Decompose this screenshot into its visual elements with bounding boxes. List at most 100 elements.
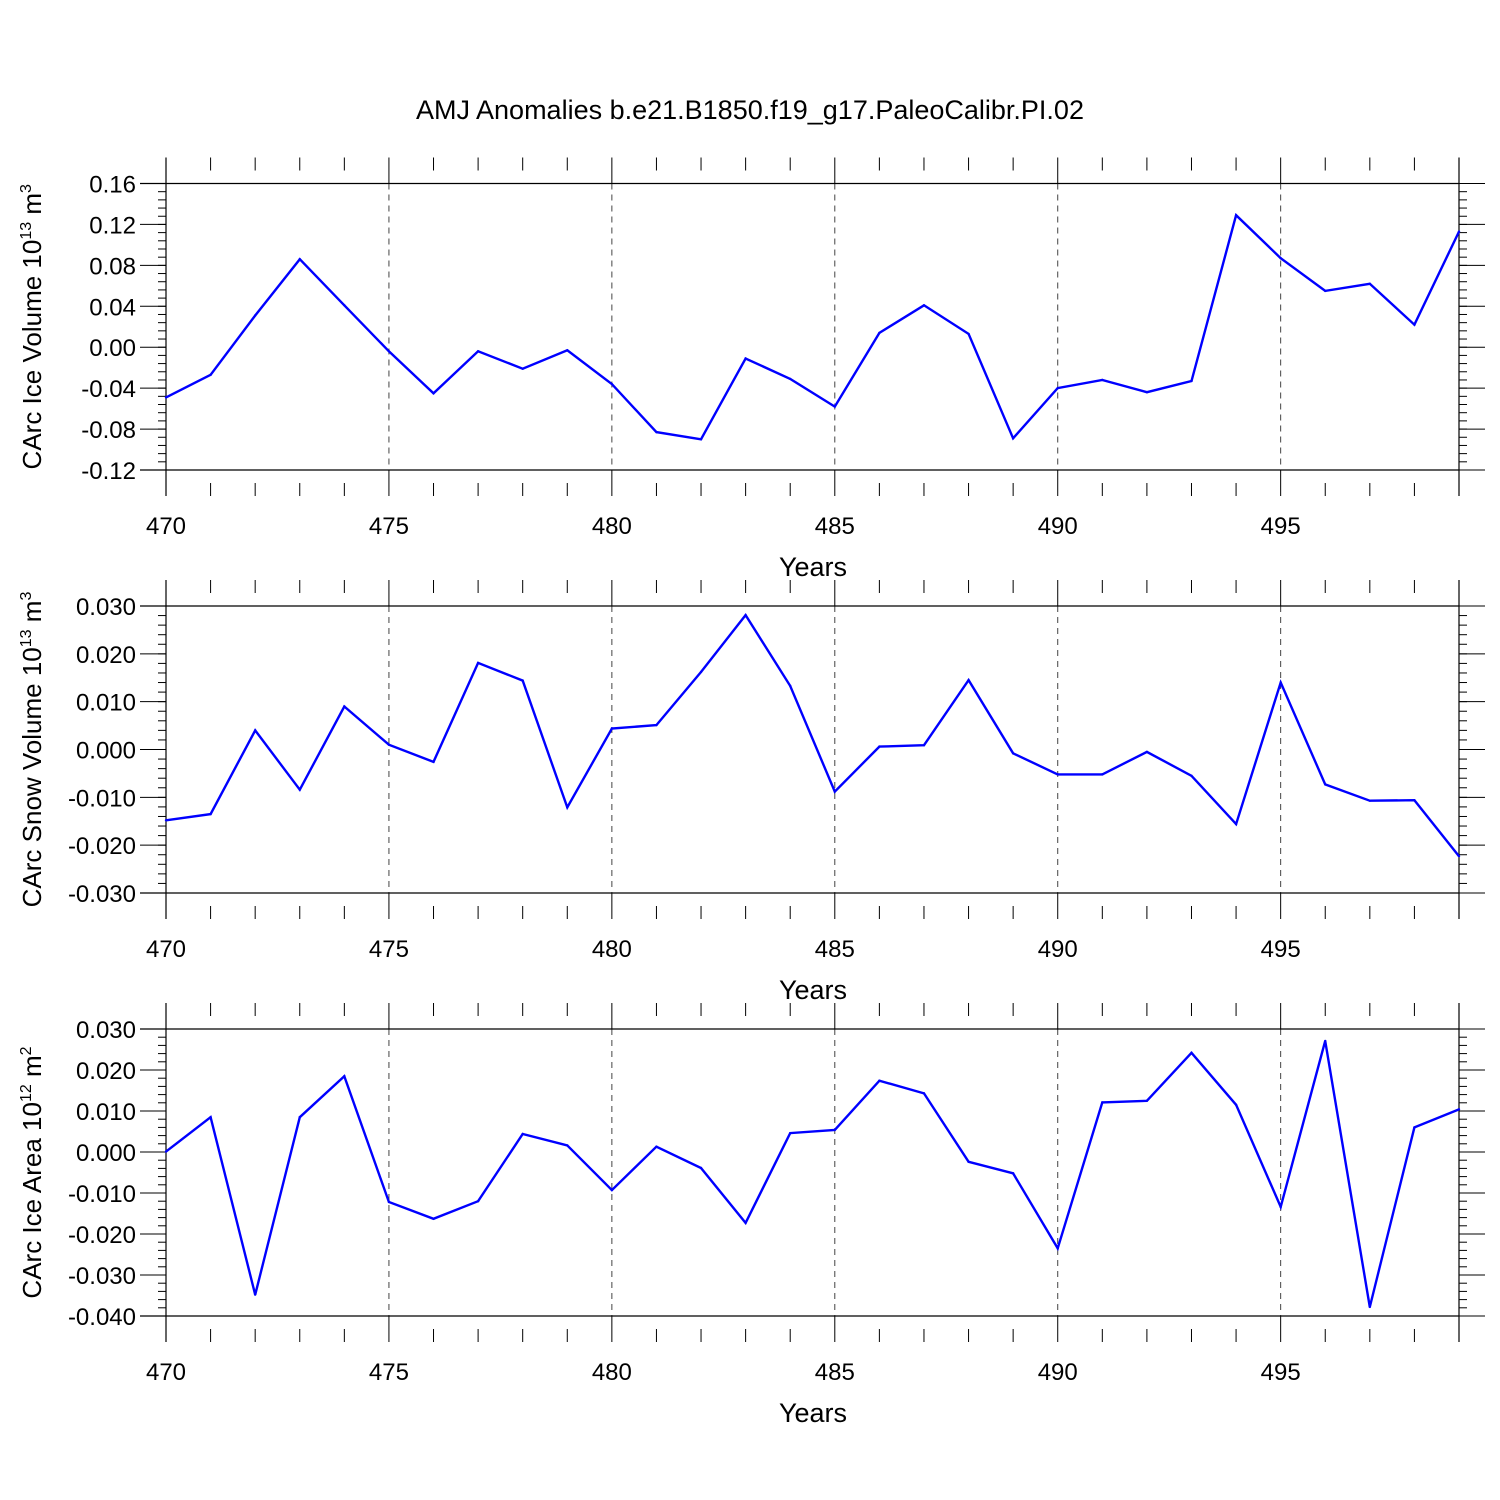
data-point — [744, 357, 747, 360]
x-tick-label: 475 — [369, 936, 409, 963]
x-tick-label: 490 — [1038, 936, 1078, 963]
x-tick-label: 490 — [1038, 1359, 1078, 1386]
data-point — [1011, 752, 1015, 755]
data-point — [744, 613, 747, 617]
data-point — [1413, 799, 1416, 802]
data-point — [343, 304, 346, 307]
data-point — [967, 678, 970, 682]
y-tick-label: 0.000 — [76, 1140, 136, 1167]
data-point — [476, 350, 480, 353]
data-point — [699, 1166, 703, 1170]
data-point — [253, 1293, 257, 1296]
data-point — [1101, 1101, 1104, 1104]
data-point — [1145, 750, 1149, 754]
data-point — [833, 1128, 836, 1132]
data-point — [1056, 1247, 1059, 1250]
data-point — [922, 743, 926, 747]
data-point — [922, 304, 926, 307]
x-tick-label: 490 — [1038, 513, 1078, 540]
data-point — [878, 745, 881, 748]
data-point — [1101, 378, 1104, 382]
data-point — [1324, 289, 1327, 293]
data-point — [521, 1132, 524, 1136]
x-tick-label: 485 — [815, 936, 855, 963]
x-tick-label: 485 — [815, 513, 855, 540]
data-point — [1413, 323, 1416, 326]
y-tick-label: 0.12 — [89, 212, 136, 239]
data-point — [1101, 773, 1104, 776]
y-tick-label: 0.000 — [76, 738, 136, 765]
data-point — [432, 1217, 435, 1221]
data-point — [610, 727, 614, 730]
x-tick-label: 470 — [146, 513, 186, 540]
x-tick-label: 475 — [369, 513, 409, 540]
data-point — [164, 396, 168, 399]
data-point — [1234, 822, 1238, 826]
x-axis-label: Years — [779, 975, 847, 1005]
y-tick-label: 0.16 — [89, 172, 136, 199]
data-point — [1234, 1103, 1238, 1107]
data-point — [1279, 681, 1282, 684]
data-point — [610, 382, 614, 386]
data-point — [1056, 773, 1059, 776]
data-point — [566, 806, 569, 809]
series-line — [165, 1040, 1460, 1308]
data-point — [1368, 1305, 1372, 1309]
y-axis-label-part: m — [17, 1055, 47, 1084]
y-axis-label-superscript: 2 — [18, 1046, 35, 1055]
y-tick-label: -0.020 — [68, 833, 136, 860]
data-point — [209, 1115, 212, 1119]
data-point — [387, 350, 391, 353]
data-point — [789, 1131, 792, 1135]
data-point — [387, 743, 391, 746]
y-tick-label: 0.030 — [76, 594, 136, 621]
data-point — [655, 723, 658, 727]
y-tick-label: -0.010 — [68, 785, 136, 812]
data-point — [1457, 230, 1461, 233]
data-point — [1279, 256, 1282, 260]
data-point — [521, 367, 524, 370]
x-tick-label: 485 — [815, 1359, 855, 1386]
data-point — [253, 729, 257, 732]
x-axis-label: Years — [779, 552, 847, 582]
y-tick-label: 0.030 — [76, 1017, 136, 1044]
x-tick-label: 470 — [146, 1359, 186, 1386]
data-point — [655, 430, 658, 434]
y-tick-label: 0.04 — [89, 294, 136, 321]
data-point — [1190, 379, 1193, 383]
y-axis-label-part: CArc Ice Volume 10 — [17, 240, 47, 470]
data-point — [789, 684, 792, 688]
data-point — [878, 1079, 881, 1082]
y-tick-label: -0.12 — [81, 458, 136, 485]
y-tick-label: -0.020 — [68, 1222, 136, 1249]
y-tick-label: -0.08 — [81, 417, 136, 444]
series-line — [165, 212, 1461, 441]
data-point — [922, 1092, 926, 1095]
x-tick-label: 495 — [1261, 936, 1301, 963]
y-tick-label: -0.010 — [68, 1181, 136, 1208]
y-tick-label: 0.010 — [76, 690, 136, 717]
data-point — [1457, 1108, 1461, 1111]
data-point — [699, 438, 703, 441]
y-tick-label: -0.04 — [81, 376, 136, 403]
y-axis-label-superscript: 13 — [18, 222, 35, 240]
y-axis-label: CArc Ice Area 1012 m2 — [17, 1046, 47, 1298]
panels: 470 475 480 485 490 495 -0.12 -0.08 -0.04 0.00 0.0… — [17, 157, 1485, 1428]
data-point — [476, 661, 480, 665]
data-point — [655, 1145, 658, 1148]
figure-title: AMJ Anomalies b.e21.B1850.f19_g17.PaleoC… — [416, 95, 1084, 125]
data-point — [1279, 1205, 1282, 1209]
data-point — [1056, 386, 1059, 390]
data-point — [298, 788, 301, 791]
y-tick-label: 0.08 — [89, 253, 136, 280]
data-point — [209, 373, 212, 377]
data-point — [343, 705, 346, 708]
y-tick-label: -0.030 — [68, 1263, 136, 1290]
data-point — [744, 1221, 747, 1225]
x-tick-label: 480 — [592, 936, 632, 963]
x-tick-label: 480 — [592, 513, 632, 540]
y-axis-label: CArc Ice Volume 1013 m3 — [17, 184, 47, 469]
data-point — [298, 258, 301, 261]
data-point — [566, 349, 569, 352]
